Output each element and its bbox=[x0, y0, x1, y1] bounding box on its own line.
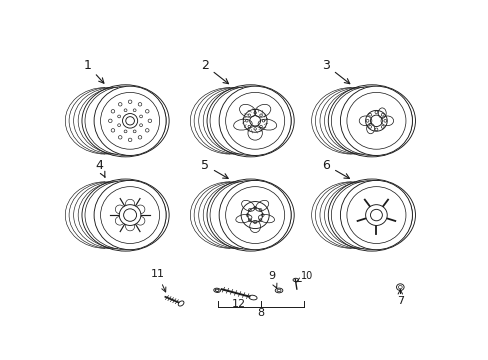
Text: 9: 9 bbox=[267, 271, 276, 288]
Text: 8: 8 bbox=[257, 308, 264, 318]
Text: 4: 4 bbox=[95, 159, 105, 177]
Ellipse shape bbox=[365, 205, 386, 225]
Ellipse shape bbox=[219, 180, 290, 250]
Ellipse shape bbox=[219, 86, 290, 156]
Ellipse shape bbox=[94, 180, 166, 250]
Ellipse shape bbox=[340, 180, 411, 250]
Text: 2: 2 bbox=[201, 59, 228, 84]
Text: 1: 1 bbox=[83, 59, 103, 83]
Text: 10: 10 bbox=[296, 271, 313, 282]
Text: 7: 7 bbox=[396, 289, 403, 306]
Ellipse shape bbox=[94, 86, 166, 156]
Text: 6: 6 bbox=[322, 159, 349, 179]
Text: 3: 3 bbox=[322, 59, 349, 84]
Ellipse shape bbox=[119, 205, 141, 225]
Text: 5: 5 bbox=[201, 159, 228, 179]
Ellipse shape bbox=[340, 86, 411, 156]
Text: 12: 12 bbox=[232, 299, 246, 309]
Text: 11: 11 bbox=[150, 269, 165, 292]
